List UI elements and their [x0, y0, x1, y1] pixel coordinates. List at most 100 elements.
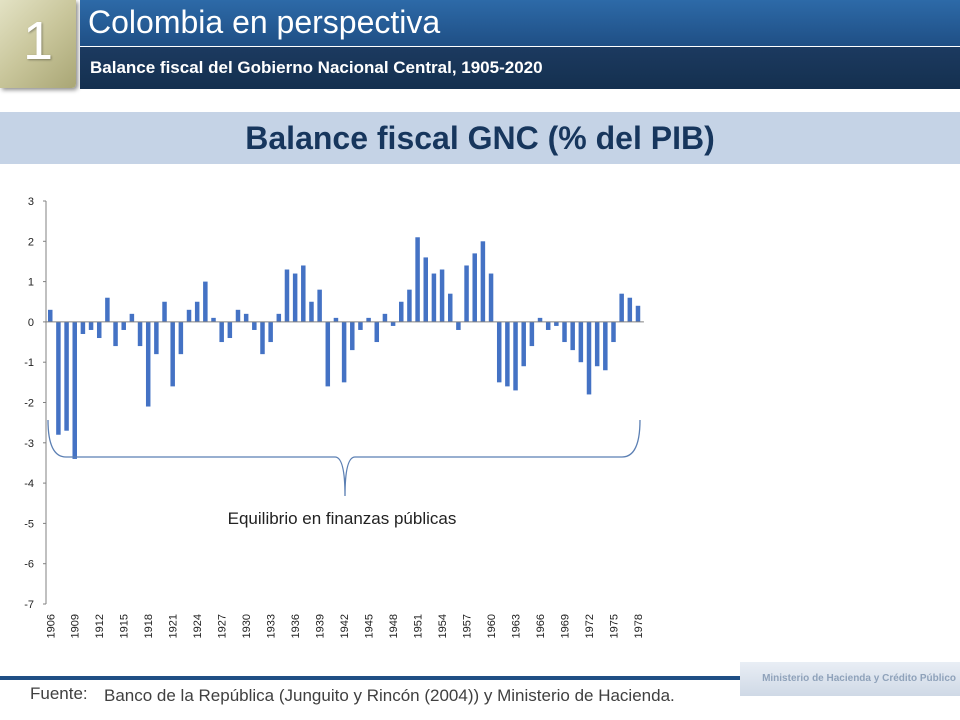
bar-1943 [350, 321, 355, 351]
bar-1947 [382, 313, 388, 322]
y-tick-label: 1 [28, 277, 34, 289]
footer-divider [0, 676, 960, 680]
bar-1962 [505, 321, 510, 387]
bar-1933 [268, 321, 273, 343]
bar-1972 [586, 321, 592, 395]
bar-1912 [96, 321, 102, 339]
bar-1928 [227, 321, 233, 339]
bar-1955 [447, 293, 453, 322]
bar-1929 [235, 309, 241, 322]
bar-1925 [203, 281, 208, 322]
x-tick-label: 1930 [241, 614, 253, 638]
header: 1 Colombia en perspectiva Balance fiscal… [0, 0, 960, 92]
x-tick-label: 1975 [609, 614, 621, 638]
bar-1937 [301, 265, 306, 322]
x-tick-label: 1957 [462, 614, 474, 638]
bar-1968 [554, 321, 559, 326]
chart-title: Balance fiscal GNC (% del PIB) [245, 120, 715, 156]
bars [46, 237, 644, 459]
bar-1934 [276, 313, 282, 322]
bar-1917 [137, 321, 143, 347]
bar-1961 [496, 321, 502, 383]
x-tick-label: 1945 [364, 614, 376, 638]
source-text: Banco de la República (Junguito y Rincón… [104, 686, 675, 705]
bar-1974 [603, 321, 608, 371]
bar-1926 [211, 317, 216, 322]
bar-1919 [154, 321, 159, 355]
bar-1936 [292, 273, 298, 322]
bar-1939 [317, 289, 322, 322]
bar-1941 [333, 317, 339, 322]
bar-1950 [407, 289, 412, 322]
ministry-logo: Ministerio de Hacienda y Crédito Público [740, 662, 960, 696]
y-axis-ticks: 3 2 1 0 -1 -2 -3 -4 -5 -6 -7 [24, 196, 47, 611]
bar-1967 [545, 321, 551, 330]
bar-1915 [121, 321, 126, 330]
subtitle-bar: Balance fiscal del Gobierno Nacional Cen… [80, 46, 960, 89]
bar-1952 [423, 257, 428, 322]
x-tick-label: 1963 [511, 614, 523, 638]
bar-1973 [594, 321, 600, 367]
page-title: Colombia en perspectiva [88, 4, 441, 40]
bar-1956 [456, 321, 461, 330]
bar-1953 [431, 273, 437, 322]
bar-1948 [390, 321, 396, 326]
x-tick-label: 1951 [413, 614, 425, 638]
bar-1958 [472, 253, 477, 322]
x-tick-label: 1960 [486, 614, 498, 638]
x-tick-label: 1978 [633, 614, 645, 638]
bar-1935 [284, 269, 290, 322]
bar-1977 [627, 297, 633, 322]
x-tick-label: 1969 [560, 614, 572, 638]
y-tick-label: 0 [28, 317, 34, 329]
bar-1910 [80, 321, 86, 334]
annotation-text: Equilibrio en finanzas públicas [228, 509, 457, 528]
bar-1931 [252, 321, 257, 330]
x-tick-label: 1954 [437, 614, 449, 638]
x-tick-label: 1912 [94, 614, 106, 638]
bar-1944 [358, 321, 363, 330]
y-tick-label: 3 [28, 196, 34, 208]
bar-1911 [88, 321, 94, 330]
bar-1940 [325, 321, 331, 387]
y-tick-label: -2 [24, 398, 34, 410]
bar-1946 [374, 321, 380, 343]
bar-1970 [570, 321, 575, 351]
x-tick-label: 1918 [143, 614, 155, 638]
bar-1922 [178, 321, 184, 355]
x-tick-label: 1966 [535, 614, 547, 638]
x-tick-label: 1933 [266, 614, 278, 638]
y-tick-label: 2 [28, 236, 34, 248]
bar-1966 [537, 317, 543, 322]
bar-1964 [521, 321, 526, 367]
bar-1945 [366, 317, 371, 322]
x-tick-label: 1915 [119, 614, 131, 638]
y-tick-label: -4 [24, 478, 34, 490]
x-tick-label: 1921 [168, 614, 180, 638]
bar-1924 [194, 301, 200, 322]
bar-1921 [170, 321, 175, 387]
bar-1918 [145, 321, 151, 407]
x-tick-label: 1948 [388, 614, 400, 638]
x-tick-label: 1972 [584, 614, 596, 638]
chart-title-band: Balance fiscal GNC (% del PIB) [0, 112, 960, 164]
bar-1951 [415, 237, 420, 322]
bar-1971 [578, 321, 584, 363]
y-tick-label: -1 [24, 357, 34, 369]
x-tick-label: 1939 [315, 614, 327, 638]
section-number: 1 [22, 11, 54, 71]
y-tick-label: -3 [24, 438, 34, 450]
bar-1959 [480, 241, 486, 322]
y-tick-label: -5 [24, 518, 34, 530]
bar-1975 [611, 321, 616, 343]
bar-1942 [341, 321, 347, 383]
bar-1976 [619, 293, 624, 322]
annotation-brace [47, 419, 641, 497]
bar-1920 [162, 301, 167, 322]
section-number-badge: 1 [0, 0, 76, 88]
ministry-logo-text: Ministerio de Hacienda y Crédito Público [762, 673, 956, 684]
bar-1954 [439, 269, 445, 322]
bar-1963 [513, 321, 518, 391]
bar-1930 [243, 313, 249, 322]
